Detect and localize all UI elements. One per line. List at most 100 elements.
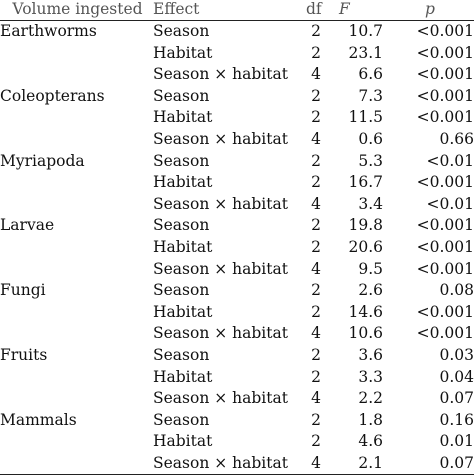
row-p-value: 0.07	[439, 389, 474, 408]
header-effect: Effect	[153, 0, 300, 21]
row-df: 4	[311, 259, 321, 278]
header-df: df	[300, 0, 322, 21]
table-row: Earthworms Season 2 10.7 <0.001	[0, 21, 474, 43]
row-effect: Season	[153, 281, 210, 300]
row-effect: Season × habitat	[153, 65, 288, 84]
table-row: Habitat 2 14.6 <0.001	[0, 302, 474, 324]
row-p-value: <0.001	[416, 302, 474, 321]
row-p-value: <0.001	[416, 259, 474, 278]
row-p-value: <0.001	[416, 22, 474, 40]
row-df: 2	[311, 86, 321, 105]
row-f-value: 2.2	[358, 389, 383, 408]
row-group-label	[0, 194, 153, 216]
row-effect: Season	[153, 151, 210, 170]
row-group-label	[0, 452, 153, 475]
row-p-value: <0.001	[416, 86, 474, 105]
row-effect: Season	[153, 216, 210, 235]
header-row: Volume ingested Effect df F p	[0, 0, 474, 21]
row-p-value: <0.01	[426, 151, 474, 170]
row-effect: Habitat	[153, 367, 213, 386]
row-f-value: 5.3	[358, 151, 383, 170]
table-row: Larvae Season 2 19.8 <0.001	[0, 215, 474, 237]
row-df: 4	[311, 129, 321, 148]
row-p-value: 0.03	[439, 345, 474, 364]
row-f-value: 2.1	[321, 452, 383, 475]
row-p-value: <0.001	[416, 173, 474, 192]
row-f-value: 20.6	[348, 237, 383, 256]
row-f-value: 2.6	[358, 281, 383, 300]
row-effect: Habitat	[153, 108, 213, 127]
table-row: Myriapoda Season 2 5.3 <0.01	[0, 151, 474, 173]
row-effect: Season × habitat	[153, 452, 300, 475]
row-effect: Habitat	[153, 173, 213, 192]
row-effect: Season	[153, 22, 210, 40]
row-group-label: Fungi	[0, 281, 46, 300]
row-f-value: 14.6	[348, 302, 383, 321]
row-effect: Season	[153, 86, 210, 105]
row-df: 2	[311, 345, 321, 364]
row-effect: Season × habitat	[153, 389, 288, 408]
row-effect: Season × habitat	[153, 324, 288, 343]
table-row: Habitat 2 11.5 <0.001	[0, 107, 474, 129]
table-row: Coleopterans Season 2 7.3 <0.001	[0, 86, 474, 108]
row-p-value: 0.16	[439, 410, 474, 429]
row-df: 4	[311, 389, 321, 408]
row-f-value: 9.5	[358, 259, 383, 278]
row-f-value: 10.7	[348, 22, 383, 40]
row-group-label: Larvae	[0, 216, 55, 235]
row-df: 2	[311, 237, 321, 256]
table-body: Earthworms Season 2 10.7 <0.001 Habitat 2 23.1 <…	[0, 21, 474, 475]
header-f: F	[321, 0, 383, 21]
row-group-label	[0, 107, 153, 129]
row-group-label	[0, 259, 153, 281]
row-group-label: Myriapoda	[0, 151, 85, 170]
row-df: 4	[311, 65, 321, 84]
row-effect: Season × habitat	[153, 259, 288, 278]
row-f-value: 3.4	[358, 194, 383, 213]
row-effect: Season × habitat	[153, 194, 288, 213]
row-p-value: <0.001	[416, 108, 474, 127]
row-f-value: 10.6	[348, 324, 383, 343]
row-effect: Habitat	[153, 237, 213, 256]
row-group-label	[0, 172, 153, 194]
row-f-value: 3.6	[358, 345, 383, 364]
row-df: 2	[311, 367, 321, 386]
row-effect: Habitat	[153, 432, 213, 451]
row-df: 2	[311, 173, 321, 192]
row-p-value: <0.001	[416, 324, 474, 343]
row-df: 4	[311, 324, 321, 343]
row-df: 2	[311, 432, 321, 451]
row-p-value: <0.01	[426, 194, 474, 213]
row-p-value: 0.08	[439, 281, 474, 300]
row-group-label: Fruits	[0, 345, 48, 364]
table-row: Season × habitat 4 2.2 0.07	[0, 388, 474, 410]
row-f-value: 23.1	[348, 43, 383, 62]
header-volume-ingested: Volume ingested	[0, 0, 153, 21]
table-row: Habitat 2 23.1 <0.001	[0, 43, 474, 65]
row-df: 2	[311, 151, 321, 170]
row-group-label	[0, 64, 153, 86]
row-effect: Habitat	[153, 302, 213, 321]
row-group-label: Earthworms	[0, 22, 97, 40]
header-p: p	[383, 0, 474, 21]
row-df: 4	[311, 194, 321, 213]
row-group-label	[0, 323, 153, 345]
row-group-label	[0, 43, 153, 65]
row-f-value: 1.8	[358, 410, 383, 429]
row-f-value: 16.7	[348, 173, 383, 192]
table-header: Volume ingested Effect df F p	[0, 0, 474, 21]
row-df: 2	[311, 22, 321, 40]
row-p-value: <0.001	[416, 237, 474, 256]
row-group-label	[0, 237, 153, 259]
table-row: Season × habitat 4 9.5 <0.001	[0, 259, 474, 281]
row-effect: Season	[153, 345, 210, 364]
row-df: 2	[311, 410, 321, 429]
table-row: Fungi Season 2 2.6 0.08	[0, 280, 474, 302]
row-effect: Habitat	[153, 43, 213, 62]
row-df: 2	[311, 302, 321, 321]
row-p-value: <0.001	[416, 43, 474, 62]
table-row: Habitat 2 16.7 <0.001	[0, 172, 474, 194]
row-effect: Season	[153, 410, 210, 429]
row-df: 2	[311, 281, 321, 300]
